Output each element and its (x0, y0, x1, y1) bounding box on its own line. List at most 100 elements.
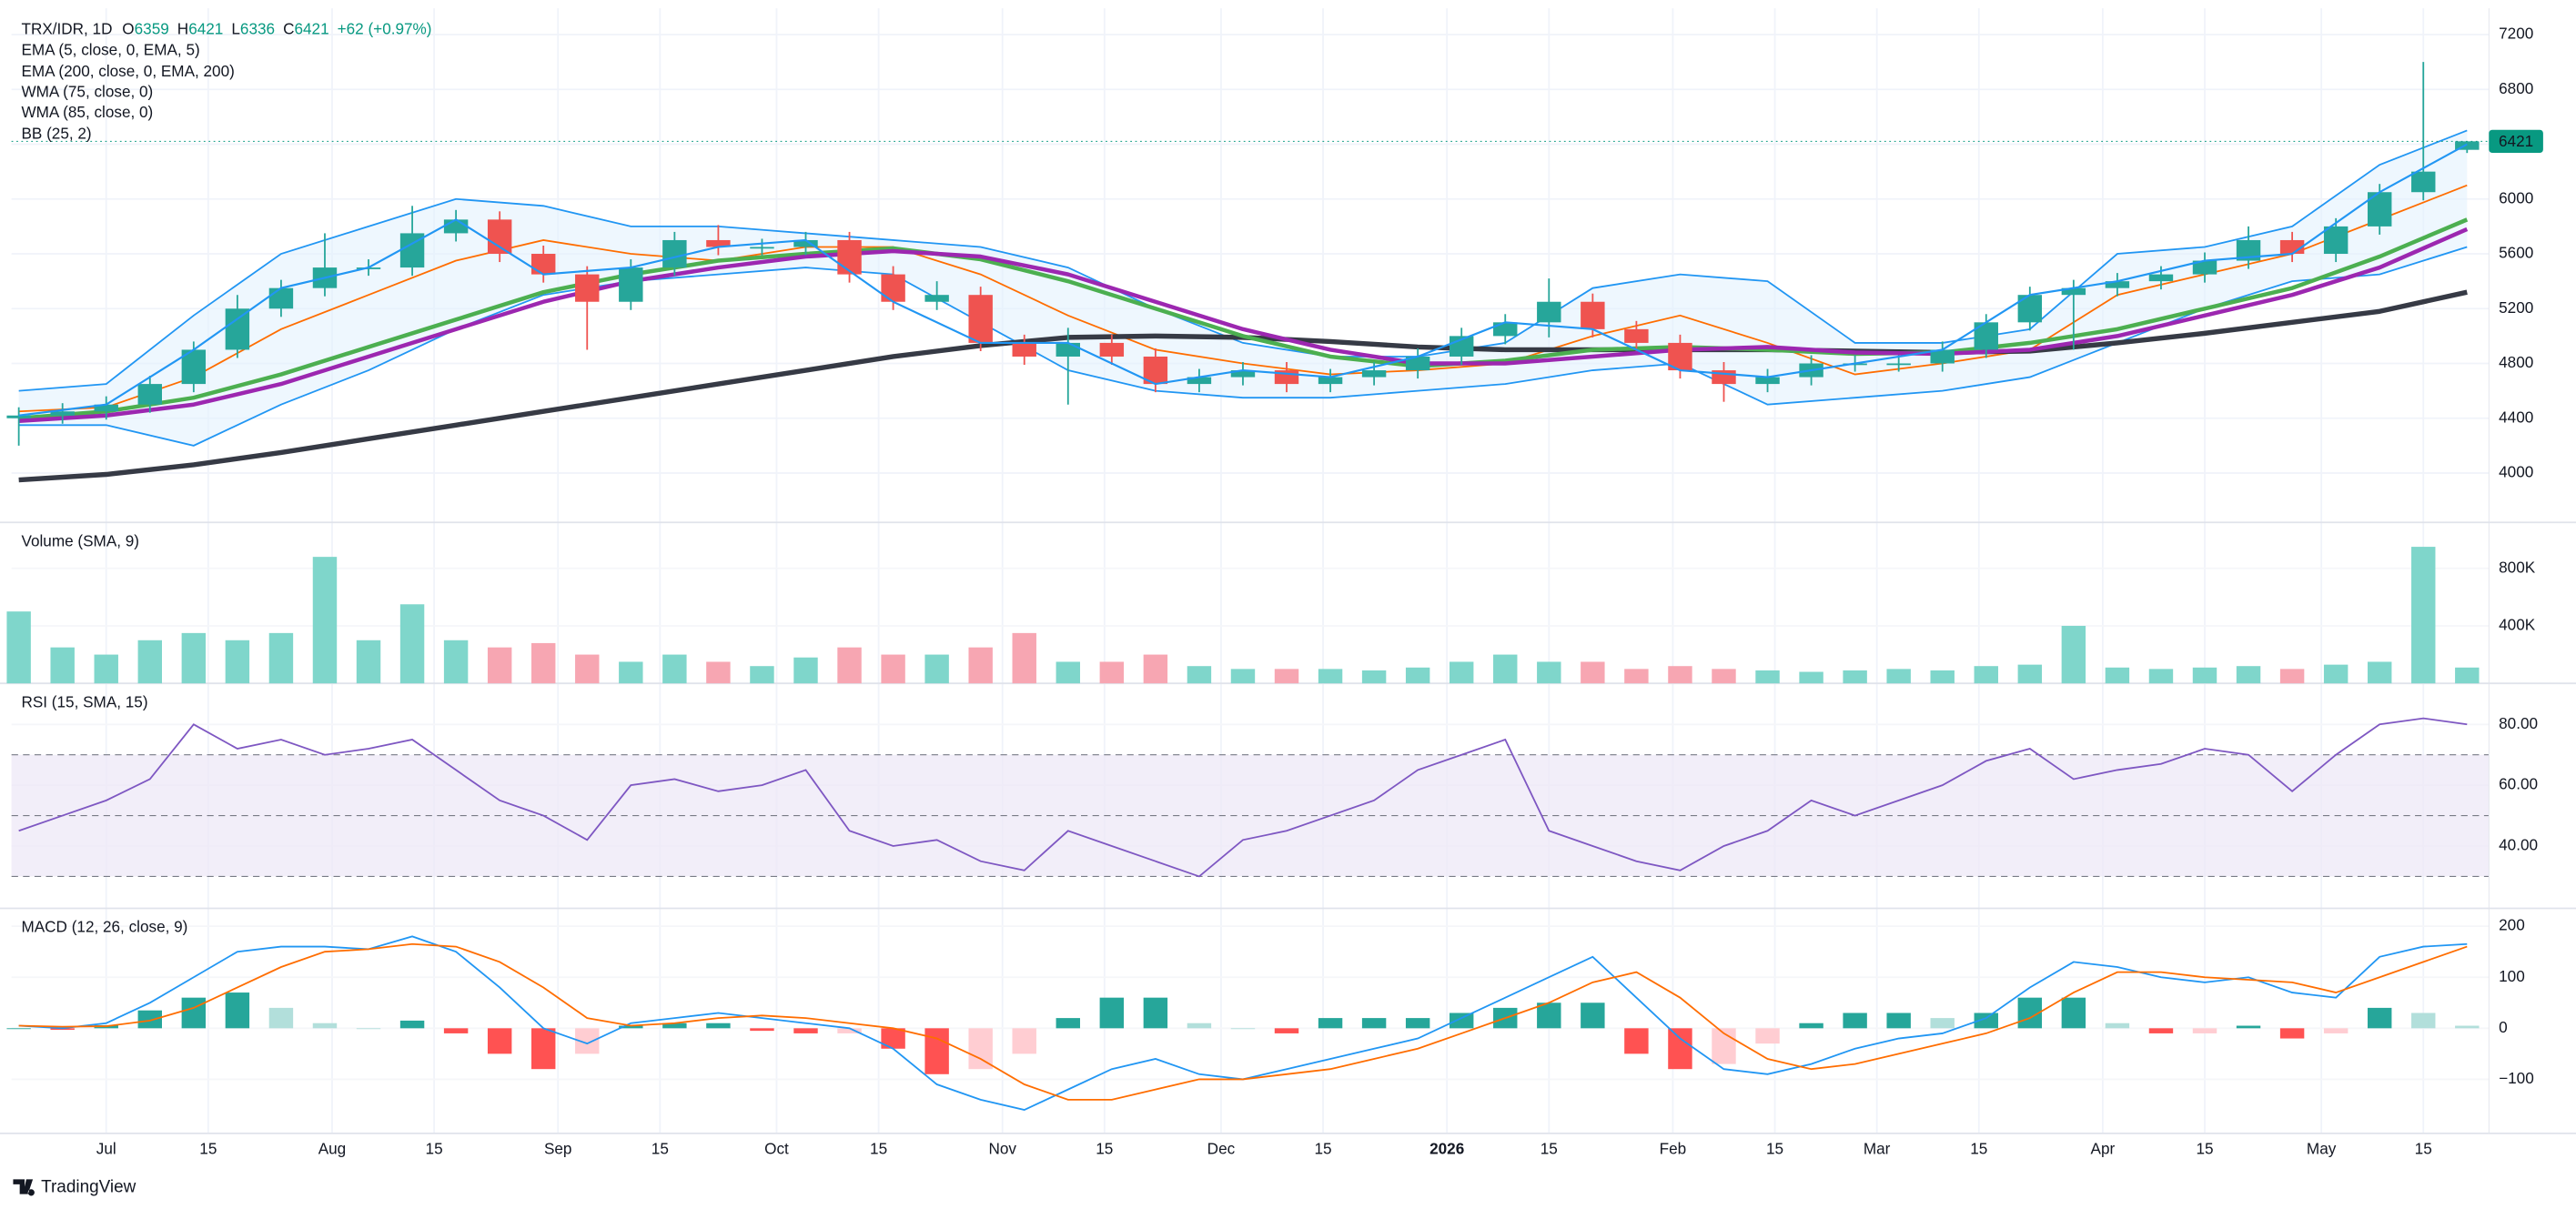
volume-bar (1755, 670, 1780, 684)
x-tick-label: Oct (764, 1139, 789, 1157)
branding[interactable]: TradingView (13, 1177, 136, 1196)
macd-histogram-bar (1187, 1023, 1212, 1029)
x-tick-label: Nov (988, 1139, 1016, 1157)
y-tick-label: 6800 (2499, 79, 2533, 97)
macd-histogram-bar (1799, 1023, 1823, 1029)
volume-bar (1056, 661, 1080, 684)
legend-entry[interactable]: WMA (85, close, 0) (21, 103, 153, 121)
x-tick-label: May (2307, 1139, 2337, 1157)
candle-body (1930, 349, 1955, 364)
macd-histogram-bar (750, 1028, 774, 1032)
x-tick-label: Apr (2091, 1139, 2116, 1157)
plot-layer: Jul 15 Aug 15 Sep 15 Oct 15 Nov 15 Dec 15 2026 15 Feb 1… (0, 8, 2576, 1157)
candle-body (662, 239, 687, 268)
volume-bar (2236, 666, 2261, 684)
macd-histogram-bar (312, 1023, 338, 1029)
high-value: 6421 (188, 19, 223, 37)
macd-histogram-bar (1668, 1028, 1692, 1070)
y-tick-label: 100 (2499, 967, 2525, 985)
pane-title[interactable]: Volume (SMA, 9) (21, 531, 139, 549)
candle-body (1493, 322, 1518, 337)
high-label: H (177, 19, 188, 37)
legend-entry[interactable]: WMA (75, close, 0) (21, 83, 153, 101)
candle-body (2192, 260, 2217, 275)
candle-body (225, 308, 250, 350)
x-tick-label: 15 (1096, 1139, 1113, 1157)
x-tick-label: 15 (2415, 1139, 2432, 1157)
volume-bar (1843, 670, 1867, 684)
volume-bar (881, 654, 905, 684)
legend-entry[interactable]: EMA (5, close, 0, EMA, 5) (21, 41, 199, 59)
candle-body (1886, 363, 1911, 366)
volume-bar (1799, 671, 1823, 684)
volume-bar (1187, 666, 1212, 684)
candle-body (1056, 342, 1080, 357)
x-tick-label: 15 (426, 1139, 443, 1157)
volume-bar (1668, 666, 1692, 684)
volume-bar (1712, 669, 1736, 684)
volume-bar (924, 654, 949, 684)
candle-body (1405, 356, 1430, 371)
macd-histogram-bar (2148, 1028, 2174, 1033)
symbol-header: TRX/IDR, 1D O6359 H6421 L6336 C6421 +62 (+0.9… (21, 19, 431, 37)
volume-bar (706, 661, 731, 684)
x-tick-label: 15 (2196, 1139, 2213, 1157)
volume-bar (1230, 669, 1256, 684)
macd-histogram-bar (1886, 1013, 1911, 1029)
macd-histogram-bar (2323, 1028, 2349, 1033)
volume-bar (50, 647, 75, 684)
candle-body (2061, 287, 2086, 296)
volume-bar (443, 640, 469, 684)
pane-title[interactable]: RSI (15, SMA, 15) (21, 692, 147, 710)
macd-histogram-bar (6, 1028, 31, 1030)
open-label: O (122, 19, 134, 37)
close-label: C (283, 19, 294, 37)
legend-entry[interactable]: EMA (200, close, 0, EMA, 200) (21, 62, 234, 80)
candle-body (1230, 370, 1256, 378)
volume-bar (2192, 667, 2217, 684)
macd-histogram-bar (1755, 1028, 1780, 1044)
macd-histogram-bar (1099, 997, 1125, 1029)
volume-bar (750, 666, 774, 684)
candle-body (2017, 295, 2043, 323)
candle-body (443, 219, 469, 234)
volume-bar (1405, 667, 1430, 684)
y-tick-label: 200 (2499, 916, 2525, 934)
low-label: L (231, 19, 240, 37)
macd-histogram-bar (2236, 1025, 2261, 1029)
volume-bar (2323, 664, 2349, 684)
volume-bar (1274, 669, 1299, 684)
volume-bar (2455, 667, 2480, 684)
macd-histogram-bar (1930, 1018, 1955, 1029)
logo-mark (13, 1179, 35, 1196)
price-badge-label: 6421 (2499, 132, 2533, 150)
x-tick-label: Aug (318, 1139, 347, 1157)
legend-entry[interactable]: BB (25, 2) (21, 125, 91, 143)
macd-histogram-bar (268, 1007, 294, 1029)
volume-bar (530, 642, 556, 684)
x-tick-label: Sep (544, 1139, 572, 1157)
candle-body (881, 274, 905, 302)
macd-histogram-bar (2455, 1025, 2480, 1029)
candle-body (2411, 171, 2436, 193)
y-tick-label: 400K (2499, 616, 2536, 634)
candle-body (1755, 377, 1780, 385)
volume-bar (2411, 547, 2436, 684)
legend: TRX/IDR, 1D O6359 H6421 L6336 C6421 +62 (+0.9… (21, 19, 431, 936)
candle-body (1187, 377, 1212, 385)
pane-title[interactable]: MACD (12, 26, close, 9) (21, 918, 187, 936)
volume-bar (1974, 666, 1998, 684)
volume-bar (181, 632, 207, 684)
candle-body (1581, 301, 1605, 329)
y-tick-label: 7200 (2499, 25, 2533, 43)
y-tick-label: 4400 (2499, 408, 2533, 426)
volume-bar (268, 632, 294, 684)
x-tick-label: Jul (96, 1139, 116, 1157)
macd-histogram-bar (2411, 1013, 2436, 1029)
macd-histogram-bar (443, 1028, 469, 1033)
candle-body (530, 254, 556, 275)
macd-histogram-bar (662, 1023, 687, 1029)
volume-bar (968, 647, 993, 684)
candle-body (6, 415, 31, 418)
